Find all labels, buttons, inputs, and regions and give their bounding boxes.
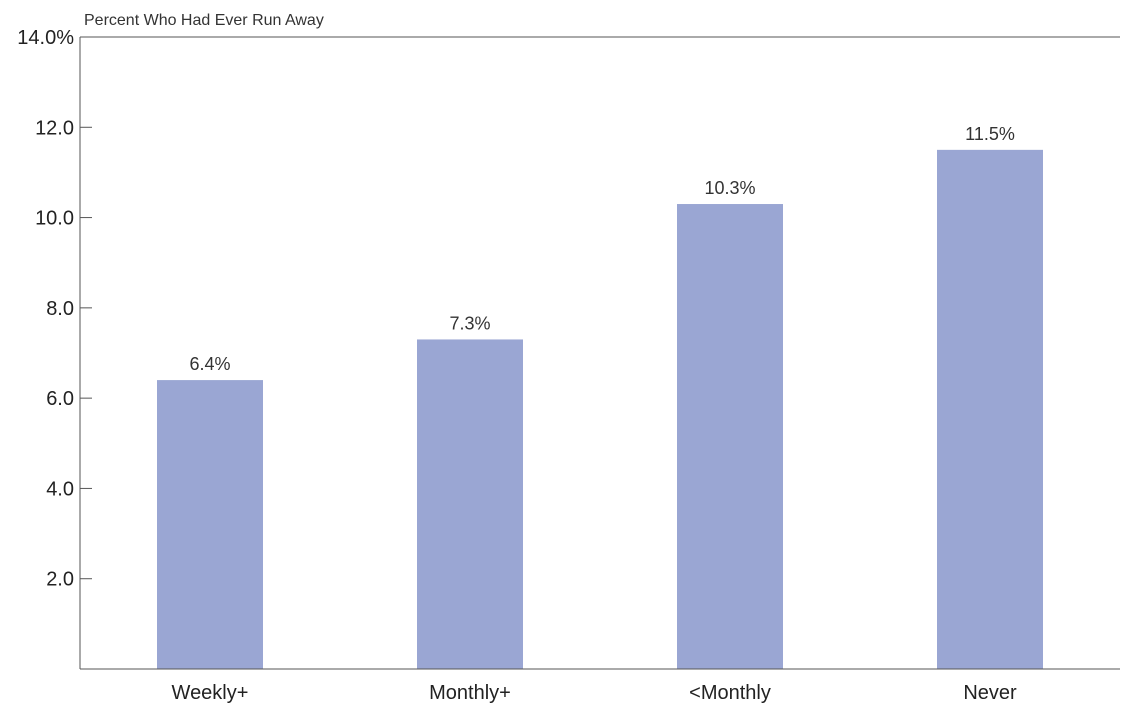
y-tick-label: 6.0 [46,388,74,410]
y-axis: 2.0 4.0 6.0 8.0 10.0 12.0 14.0% [17,27,1120,669]
y-tick-label: 10.0 [35,208,74,230]
y-tick-label: 4.0 [46,478,74,500]
data-label: 6.4% [189,354,230,374]
bar-monthly [417,339,523,669]
y-tick-label: 8.0 [46,298,74,320]
bar-never [937,149,1043,669]
bar-weekly [157,380,263,669]
data-labels-group: 6.4% 7.3% 10.3% 11.5% [189,124,1014,374]
x-tick-label: <Monthly [689,682,771,704]
x-tick-label: Monthly+ [429,682,511,704]
bar-monthly [677,204,783,669]
y-axis-title: Percent Who Had Ever Run Away [84,12,324,29]
y-tick-label: 2.0 [46,569,74,591]
y-tick-label: 14.0% [17,27,74,49]
x-tick-label: Never [963,682,1017,704]
bars-group [157,149,1043,669]
x-tick-label: Weekly+ [172,682,249,704]
y-tick-label: 12.0 [35,117,74,139]
x-axis: Weekly+ Monthly+ <Monthly Never [80,668,1120,704]
data-label: 7.3% [449,313,490,333]
data-label: 11.5% [965,124,1015,144]
data-label: 10.3% [704,178,755,198]
